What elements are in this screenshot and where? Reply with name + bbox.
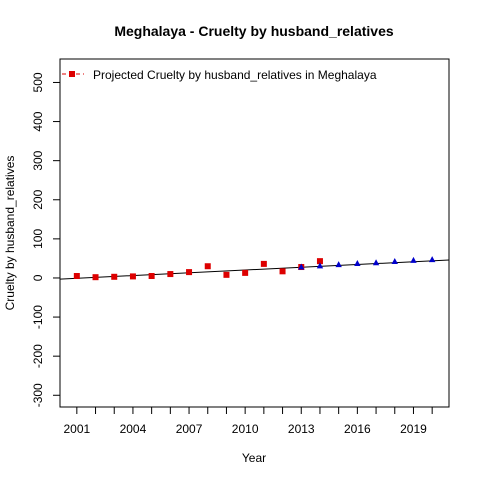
- data-point-triangle: [372, 259, 380, 266]
- x-tick-label: 2004: [120, 422, 147, 436]
- x-tick-label: 2001: [63, 422, 90, 436]
- data-point-square: [204, 263, 211, 270]
- x-tick-label: 2019: [400, 422, 427, 436]
- data-point-square: [92, 274, 99, 281]
- x-tick-label: 2010: [232, 422, 259, 436]
- legend-label: Projected Cruelty by husband_relatives i…: [93, 68, 377, 82]
- y-tick-label: -300: [31, 383, 45, 407]
- y-tick-label: -100: [31, 305, 45, 329]
- data-point-square: [279, 268, 286, 275]
- x-tick-label: 2016: [344, 422, 371, 436]
- data-point-triangle: [354, 259, 361, 266]
- data-point-square: [260, 260, 267, 267]
- legend: Projected Cruelty by husband_relatives i…: [62, 68, 377, 82]
- data-point-triangle: [391, 258, 398, 265]
- y-axis-label: Cruelty by husband_relatives: [3, 156, 17, 311]
- data-point-square: [167, 271, 174, 278]
- data-point-square: [129, 273, 136, 280]
- y-tick-label: 200: [31, 189, 45, 209]
- y-tick-label: 300: [31, 150, 45, 170]
- y-tick-label: 100: [31, 229, 45, 249]
- plot-frame: [59, 58, 450, 408]
- data-point-triangle: [298, 263, 305, 270]
- chart-title: Meghalaya - Cruelty by husband_relatives: [114, 23, 394, 39]
- data-points: [73, 256, 436, 281]
- trend-line: [59, 259, 450, 280]
- data-point-square: [73, 273, 80, 280]
- trend-line-layer: [59, 259, 450, 280]
- data-point-square: [242, 269, 249, 276]
- x-tick-label: 2007: [176, 422, 203, 436]
- data-point-square: [148, 273, 155, 280]
- data-point-square: [316, 258, 323, 265]
- x-axis: 2001 2004 2007 2010 2013 2016 2019: [63, 407, 433, 436]
- data-point-triangle: [316, 262, 324, 269]
- y-tick-label: 0: [31, 274, 45, 281]
- x-tick-label: 2013: [288, 422, 315, 436]
- data-point-triangle: [335, 261, 342, 268]
- data-point-triangle: [410, 256, 417, 263]
- data-point-square: [111, 273, 118, 280]
- data-point-square: [186, 269, 193, 276]
- x-axis-label: Year: [242, 451, 266, 465]
- legend-marker: [69, 71, 75, 77]
- data-point-square: [223, 271, 230, 278]
- y-tick-label: 400: [31, 111, 45, 131]
- data-point-triangle: [428, 256, 436, 263]
- y-axis: -300 -200 -100 0 100 200 300 400 500: [31, 72, 60, 407]
- y-tick-label: -200: [31, 344, 45, 368]
- y-tick-label: 500: [31, 72, 45, 92]
